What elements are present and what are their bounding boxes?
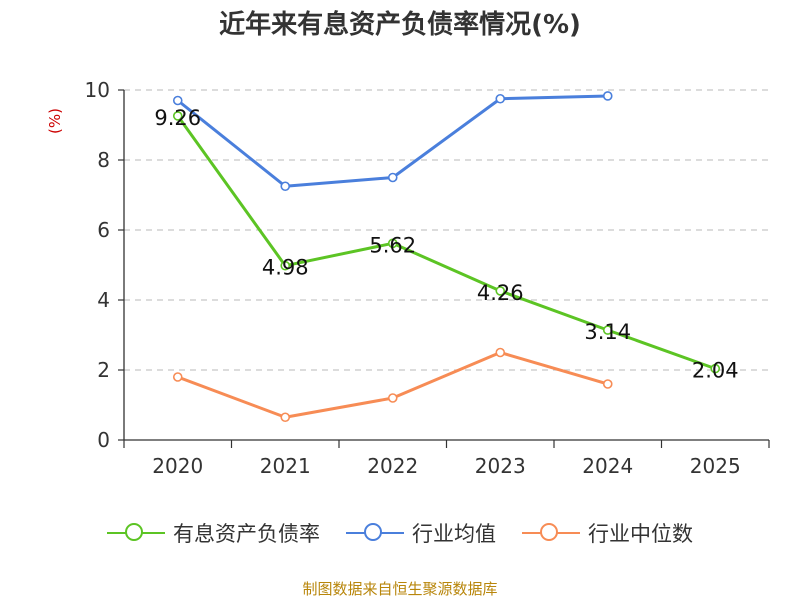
y-tick-label-5: 10 [85, 78, 110, 102]
chart-title: 近年来有息资产负债率情况(%) [219, 10, 581, 40]
legend-label-0: 有息资产负债率 [173, 522, 320, 546]
series-2-point-2024 [602, 379, 613, 389]
y-tick-label-0: 0 [97, 428, 110, 452]
series-2-point-2021 [280, 412, 291, 423]
series-1-point-2023 [495, 93, 506, 104]
y-tick-label-3: 6 [97, 218, 110, 242]
data-label-2022: 5.62 [369, 233, 416, 257]
x-tick-label-1: 2021 [260, 454, 311, 478]
series-0-point-2020 [172, 111, 183, 121]
series-line-0 [176, 115, 716, 371]
x-tick-label-0: 2020 [152, 454, 203, 478]
series-1-point-2020 [172, 95, 183, 106]
series-1-point-2024 [602, 91, 613, 101]
series-0-point-2024 [602, 325, 613, 335]
series-1-point-2021 [280, 181, 291, 192]
x-tick-label-5: 2025 [690, 454, 741, 478]
x-tick-label-2: 2022 [367, 454, 418, 478]
legend-label-2: 行业中位数 [588, 522, 693, 546]
series-0-point-2025 [710, 363, 721, 374]
series-0-point-2021 [280, 260, 291, 271]
series-1-point-2022 [387, 172, 398, 183]
series-2-point-2020 [172, 372, 183, 382]
series-2-point-2022 [387, 393, 398, 403]
legend-swatch-2 [522, 522, 580, 544]
data-label-2021: 4.98 [262, 256, 309, 280]
x-tick-label-3: 2023 [475, 454, 526, 478]
legend-swatch-0 [107, 522, 165, 544]
data-label-2025: 2.04 [692, 359, 739, 383]
series-0-point-2022 [387, 238, 398, 249]
data-label-2023: 4.26 [477, 281, 524, 305]
legend-label-1: 行业均值 [412, 522, 496, 546]
data-label-2020: 9.26 [154, 106, 201, 130]
x-tick-label-4: 2024 [582, 454, 633, 478]
legend-swatch-1 [346, 522, 404, 544]
legend: 有息资产负债率 行业均值 行业中位数 [0, 518, 800, 548]
series-2-point-2023 [495, 347, 506, 358]
data-label-2024: 3.14 [584, 320, 631, 344]
y-tick-label-4: 8 [97, 148, 110, 172]
data-source-note: 制图数据来自恒生聚源数据库 [302, 580, 498, 598]
y-tick-label-1: 2 [97, 358, 110, 382]
legend-item-series-0[interactable]: 有息资产负债率 [107, 518, 320, 548]
series-0-point-2023 [495, 286, 506, 296]
series-line-2 [177, 351, 609, 419]
y-tick-label-2: 4 [97, 288, 110, 312]
legend-item-series-2[interactable]: 行业中位数 [522, 518, 693, 548]
legend-item-series-1[interactable]: 行业均值 [346, 518, 496, 548]
